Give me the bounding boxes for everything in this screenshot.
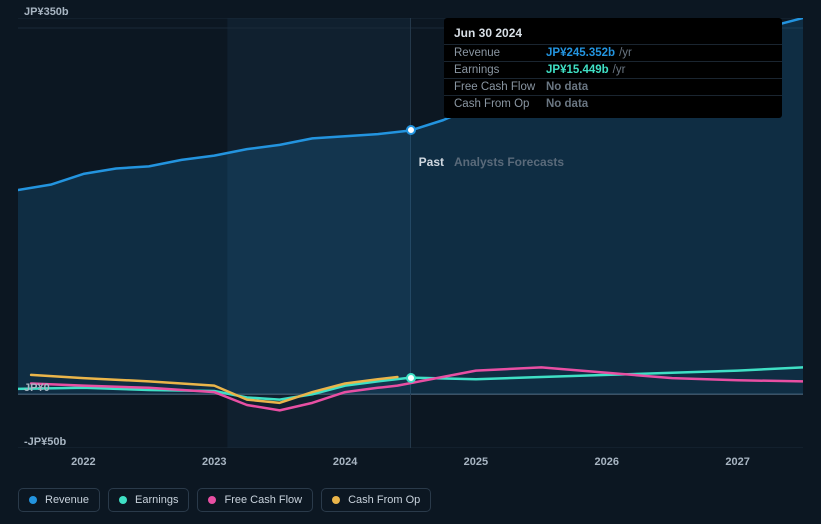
tooltip-key: Cash From Op — [454, 98, 546, 110]
tooltip-key: Earnings — [454, 64, 546, 76]
tooltip-value: JP¥245.352b — [546, 47, 615, 59]
legend-label: Revenue — [45, 494, 89, 506]
tooltip-row: Free Cash FlowNo data — [444, 78, 782, 95]
x-tick-label: 2025 — [464, 456, 488, 468]
legend-label: Earnings — [135, 494, 178, 506]
legend-item-free-cash-flow[interactable]: Free Cash Flow — [197, 488, 313, 512]
chart-marker — [406, 125, 416, 135]
legend-dot — [119, 496, 127, 504]
tooltip-row: EarningsJP¥15.449b/yr — [444, 61, 782, 78]
x-tick-label: 2024 — [333, 456, 357, 468]
x-tick-label: 2027 — [725, 456, 749, 468]
x-tick-label: 2023 — [202, 456, 226, 468]
past-section-label: Past — [419, 155, 444, 169]
legend-dot — [332, 496, 340, 504]
legend-dot — [29, 496, 37, 504]
tooltip-date: Jun 30 2024 — [444, 24, 782, 44]
y-tick-label: JP¥0 — [24, 382, 50, 394]
legend-label: Cash From Op — [348, 494, 420, 506]
tooltip-row: RevenueJP¥245.352b/yr — [444, 44, 782, 61]
tooltip-unit: /yr — [619, 47, 632, 59]
x-tick-label: 2026 — [595, 456, 619, 468]
tooltip-value: No data — [546, 98, 588, 110]
tooltip-unit: /yr — [613, 64, 626, 76]
legend-dot — [208, 496, 216, 504]
legend-item-revenue[interactable]: Revenue — [18, 488, 100, 512]
tooltip-key: Free Cash Flow — [454, 81, 546, 93]
x-tick-label: 2022 — [71, 456, 95, 468]
tooltip-row: Cash From OpNo data — [444, 95, 782, 112]
chart-marker — [406, 373, 416, 383]
legend-item-earnings[interactable]: Earnings — [108, 488, 189, 512]
tooltip-value: JP¥15.449b — [546, 64, 609, 76]
tooltip-value: No data — [546, 81, 588, 93]
legend-item-cash-from-op[interactable]: Cash From Op — [321, 488, 431, 512]
forecast-section-label: Analysts Forecasts — [454, 155, 564, 169]
chart-tooltip: Jun 30 2024 RevenueJP¥245.352b/yrEarning… — [444, 18, 782, 118]
legend-label: Free Cash Flow — [224, 494, 302, 506]
y-tick-label: JP¥350b — [24, 6, 69, 18]
tooltip-key: Revenue — [454, 47, 546, 59]
chart-legend: Revenue Earnings Free Cash Flow Cash From O… — [18, 488, 431, 512]
y-tick-label: -JP¥50b — [24, 436, 66, 448]
